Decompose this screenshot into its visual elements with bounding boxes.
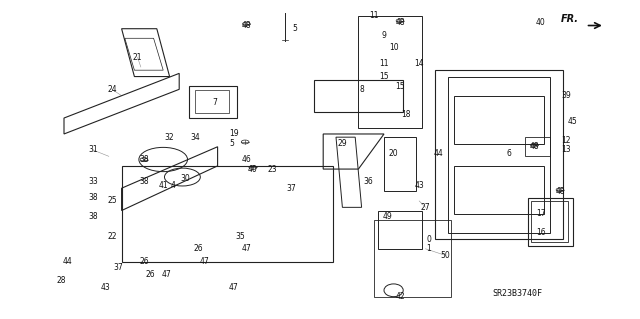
Text: 26: 26 — [193, 244, 204, 253]
Text: FR.: FR. — [561, 14, 579, 24]
Text: 33: 33 — [88, 177, 98, 186]
Text: 47: 47 — [200, 257, 210, 266]
Text: 45: 45 — [568, 117, 578, 126]
Text: 29: 29 — [337, 139, 348, 148]
Text: 26: 26 — [139, 257, 149, 266]
Text: 43: 43 — [100, 283, 111, 292]
Bar — [525, 137, 550, 156]
Text: 38: 38 — [88, 212, 98, 221]
Text: 41: 41 — [158, 181, 168, 189]
Text: 10: 10 — [388, 43, 399, 52]
Text: 30: 30 — [180, 174, 191, 183]
Text: 11: 11 — [380, 59, 388, 68]
Text: 50: 50 — [440, 251, 450, 260]
Text: 24: 24 — [107, 85, 117, 94]
Text: 12: 12 — [562, 136, 571, 145]
Text: 15: 15 — [379, 72, 389, 81]
Text: 21: 21 — [133, 53, 142, 62]
Text: 47: 47 — [241, 244, 252, 253]
Text: 0: 0 — [426, 235, 431, 244]
Text: 19: 19 — [228, 130, 239, 138]
Text: 11: 11 — [370, 11, 379, 20]
Text: 40: 40 — [248, 165, 258, 174]
Text: 37: 37 — [113, 263, 124, 272]
Text: 39: 39 — [561, 91, 572, 100]
Text: 5: 5 — [292, 24, 297, 33]
Text: 15: 15 — [395, 82, 405, 91]
Text: 38: 38 — [139, 155, 149, 164]
Text: 38: 38 — [139, 177, 149, 186]
Text: 13: 13 — [561, 145, 572, 154]
Text: 8: 8 — [359, 85, 364, 94]
Bar — [454, 96, 544, 144]
Text: SR23B3740F: SR23B3740F — [493, 289, 543, 298]
Text: 17: 17 — [536, 209, 546, 218]
Text: 34: 34 — [190, 133, 200, 142]
Text: 28: 28 — [56, 276, 65, 285]
Text: 46: 46 — [241, 155, 252, 164]
Text: 44: 44 — [62, 257, 72, 266]
Text: 20: 20 — [388, 149, 399, 158]
Bar — [374, 220, 451, 297]
Text: 38: 38 — [88, 193, 98, 202]
Text: 26: 26 — [145, 270, 156, 279]
Text: 40: 40 — [536, 18, 546, 27]
Text: 9: 9 — [381, 31, 387, 40]
Text: 16: 16 — [536, 228, 546, 237]
Bar — [454, 166, 544, 214]
Text: 14: 14 — [414, 59, 424, 68]
Text: 48: 48 — [395, 18, 405, 27]
Text: 49: 49 — [382, 212, 392, 221]
Text: 31: 31 — [88, 145, 98, 154]
Text: 42: 42 — [395, 292, 405, 301]
Text: 22: 22 — [108, 232, 116, 241]
Text: 27: 27 — [420, 203, 431, 212]
Text: 48: 48 — [529, 142, 540, 151]
Text: 44: 44 — [433, 149, 444, 158]
Text: 35: 35 — [235, 232, 245, 241]
Text: 32: 32 — [164, 133, 175, 142]
Text: 5: 5 — [229, 139, 234, 148]
Bar — [378, 211, 422, 249]
Text: 47: 47 — [161, 270, 172, 279]
Text: 48: 48 — [555, 187, 565, 196]
Text: 18: 18 — [402, 110, 411, 119]
Text: 25: 25 — [107, 197, 117, 205]
Text: 4: 4 — [170, 181, 175, 189]
Text: 47: 47 — [228, 283, 239, 292]
Text: 23: 23 — [267, 165, 277, 174]
Text: 36: 36 — [363, 177, 373, 186]
Text: 43: 43 — [414, 181, 424, 189]
Text: 7: 7 — [212, 98, 217, 107]
Text: 1: 1 — [426, 244, 431, 253]
Text: 37: 37 — [286, 184, 296, 193]
Text: 6: 6 — [506, 149, 511, 158]
Text: 48: 48 — [241, 21, 252, 30]
